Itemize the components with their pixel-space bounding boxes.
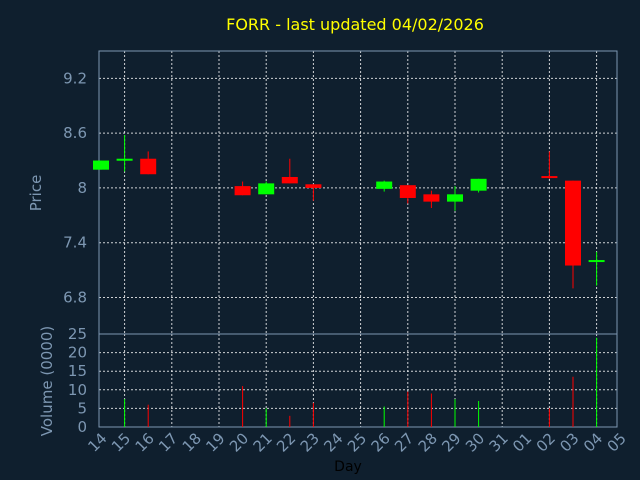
volume-tick-label: 5 (77, 399, 87, 417)
candle-body (281, 176, 298, 184)
candles (93, 134, 605, 289)
volume-plot-frame (98, 333, 618, 428)
price-y-ticks: 6.8 7.4 8 8.6 9.2 (63, 69, 87, 306)
candle-body (258, 183, 275, 195)
price-tick-label: 8.6 (63, 124, 87, 142)
x-axis-label: Day (334, 459, 362, 475)
x-ticks: 1415161718192021222324252627282930310102… (84, 429, 629, 455)
volume-axis-label: Volume (0000) (38, 326, 56, 436)
price-tick-label: 8 (77, 179, 87, 197)
candle-body (305, 184, 322, 188)
volume-tick-label: 25 (68, 325, 87, 343)
candle-body (116, 158, 133, 161)
candle-body (399, 185, 416, 198)
price-tick-label: 7.4 (63, 234, 87, 252)
price-axis-label: Price (27, 175, 45, 212)
volume-tick-label: 0 (77, 418, 87, 436)
chart-title: FORR - last updated 04/02/2026 (226, 15, 484, 34)
volume-tick-label: 20 (68, 344, 87, 362)
candle-body (140, 158, 157, 175)
candle-body (234, 186, 251, 196)
volume-tick-label: 10 (68, 381, 87, 399)
candle-body (588, 260, 605, 263)
candle-body (565, 180, 581, 266)
candle-body (423, 194, 440, 202)
candle-body (541, 176, 558, 179)
price-tick-label: 6.8 (63, 288, 87, 306)
price-tick-label: 9.2 (63, 69, 87, 87)
volume-tick-label: 15 (68, 362, 87, 380)
candle-body (93, 160, 109, 170)
candle-body (470, 178, 487, 191)
volume-bars (124, 337, 598, 427)
candle-body (447, 194, 463, 202)
candle-body (376, 181, 393, 189)
